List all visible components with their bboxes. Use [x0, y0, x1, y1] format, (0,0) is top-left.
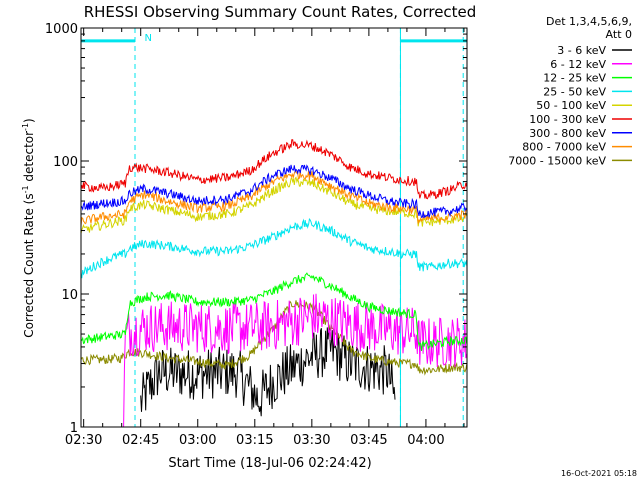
x-tick-label-2: 03:00	[179, 433, 216, 448]
x-tick-label-4: 03:30	[293, 433, 330, 448]
series-line-300-800-kev	[80, 164, 468, 219]
series-line-3-6-kev	[140, 324, 396, 417]
y-tick-label-3: 1000	[45, 22, 78, 37]
legend-header-attenuator: Att 0	[606, 28, 632, 41]
x-axis-label: Start Time (18-Jul-06 02:24:42)	[168, 456, 371, 471]
generation-timestamp: 16-Oct-2021 05:18	[561, 469, 637, 478]
legend-label-5: 100 - 300 keV	[529, 113, 606, 126]
legend-label-2: 12 - 25 keV	[543, 72, 606, 85]
plot-frame	[80, 27, 468, 428]
series-line-6-12-kev	[123, 293, 468, 428]
legend-label-1: 6 - 12 keV	[550, 58, 606, 71]
x-tick-label-1: 02:45	[122, 433, 159, 448]
y-tick-label-2: 100	[53, 155, 78, 170]
y-axis-label: Corrected Count Rate (s-1 detector-1)	[21, 118, 36, 337]
x-tick-label-5: 03:45	[350, 433, 387, 448]
legend-label-0: 3 - 6 keV	[557, 44, 606, 57]
legend-label-6: 300 - 800 keV	[529, 127, 606, 140]
series-line-12-25-kev	[80, 272, 468, 351]
x-tick-label-6: 04:00	[407, 433, 444, 448]
legend-label-7: 800 - 7000 keV	[522, 141, 606, 154]
chart-axes: 02:30 02:45 03:00 03:15 03:30 03:45 04:00 1 10 10…	[45, 22, 467, 448]
series-line-800-7000-kev	[80, 169, 468, 226]
series-line-100-300-kev	[80, 139, 468, 200]
legend-label-3: 25 - 50 keV	[543, 85, 606, 98]
y-tick-label-1: 10	[61, 288, 78, 303]
x-tick-label-3: 03:15	[236, 433, 273, 448]
y-tick-label-0: 1	[70, 421, 78, 436]
legend-header-detectors: Det 1,3,4,5,6,9,	[546, 15, 632, 28]
legend-label-4: 50 - 100 keV	[536, 99, 606, 112]
annotation-0: N	[145, 33, 152, 44]
chart-title: RHESSI Observing Summary Count Rates, Co…	[84, 3, 477, 21]
series-line-50-100-kev	[80, 176, 468, 234]
chart-marks: N	[80, 28, 468, 428]
legend-label-8: 7000 - 15000 keV	[508, 154, 606, 167]
x-tick-label-0: 02:30	[65, 433, 102, 448]
series-line-25-50-kev	[80, 217, 468, 279]
